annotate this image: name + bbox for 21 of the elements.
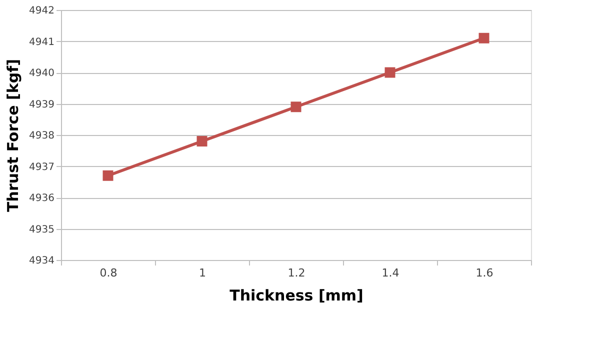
y-tick-label: 4937 bbox=[29, 162, 54, 173]
point bbox=[478, 32, 490, 44]
point bbox=[384, 67, 396, 78]
y-tick-label: 4941 bbox=[29, 36, 54, 48]
point bbox=[102, 170, 114, 181]
x-tick-label: 1.2 bbox=[288, 266, 306, 280]
x-tick-label: 1.4 bbox=[382, 266, 400, 280]
y-tick-label: 4934 bbox=[29, 256, 54, 266]
y-tick-label: 4942 bbox=[29, 6, 54, 16]
y-tick-label: 4938 bbox=[29, 130, 54, 142]
x-tick-label: 1 bbox=[199, 266, 206, 280]
y-tick-label: 4939 bbox=[29, 99, 54, 110]
point bbox=[290, 102, 302, 112]
y-axis-title: Thrust Force [kgf] bbox=[4, 59, 22, 212]
y-tick-label: 4935 bbox=[29, 224, 54, 236]
x-tick-label: 0.8 bbox=[100, 266, 118, 280]
x-tick-label: 1.6 bbox=[476, 266, 494, 280]
y-tick-label: 4940 bbox=[29, 68, 54, 79]
y-tick-label: 4936 bbox=[29, 193, 54, 204]
x-axis-title: Thickness [mm] bbox=[230, 286, 364, 304]
point bbox=[196, 136, 208, 146]
